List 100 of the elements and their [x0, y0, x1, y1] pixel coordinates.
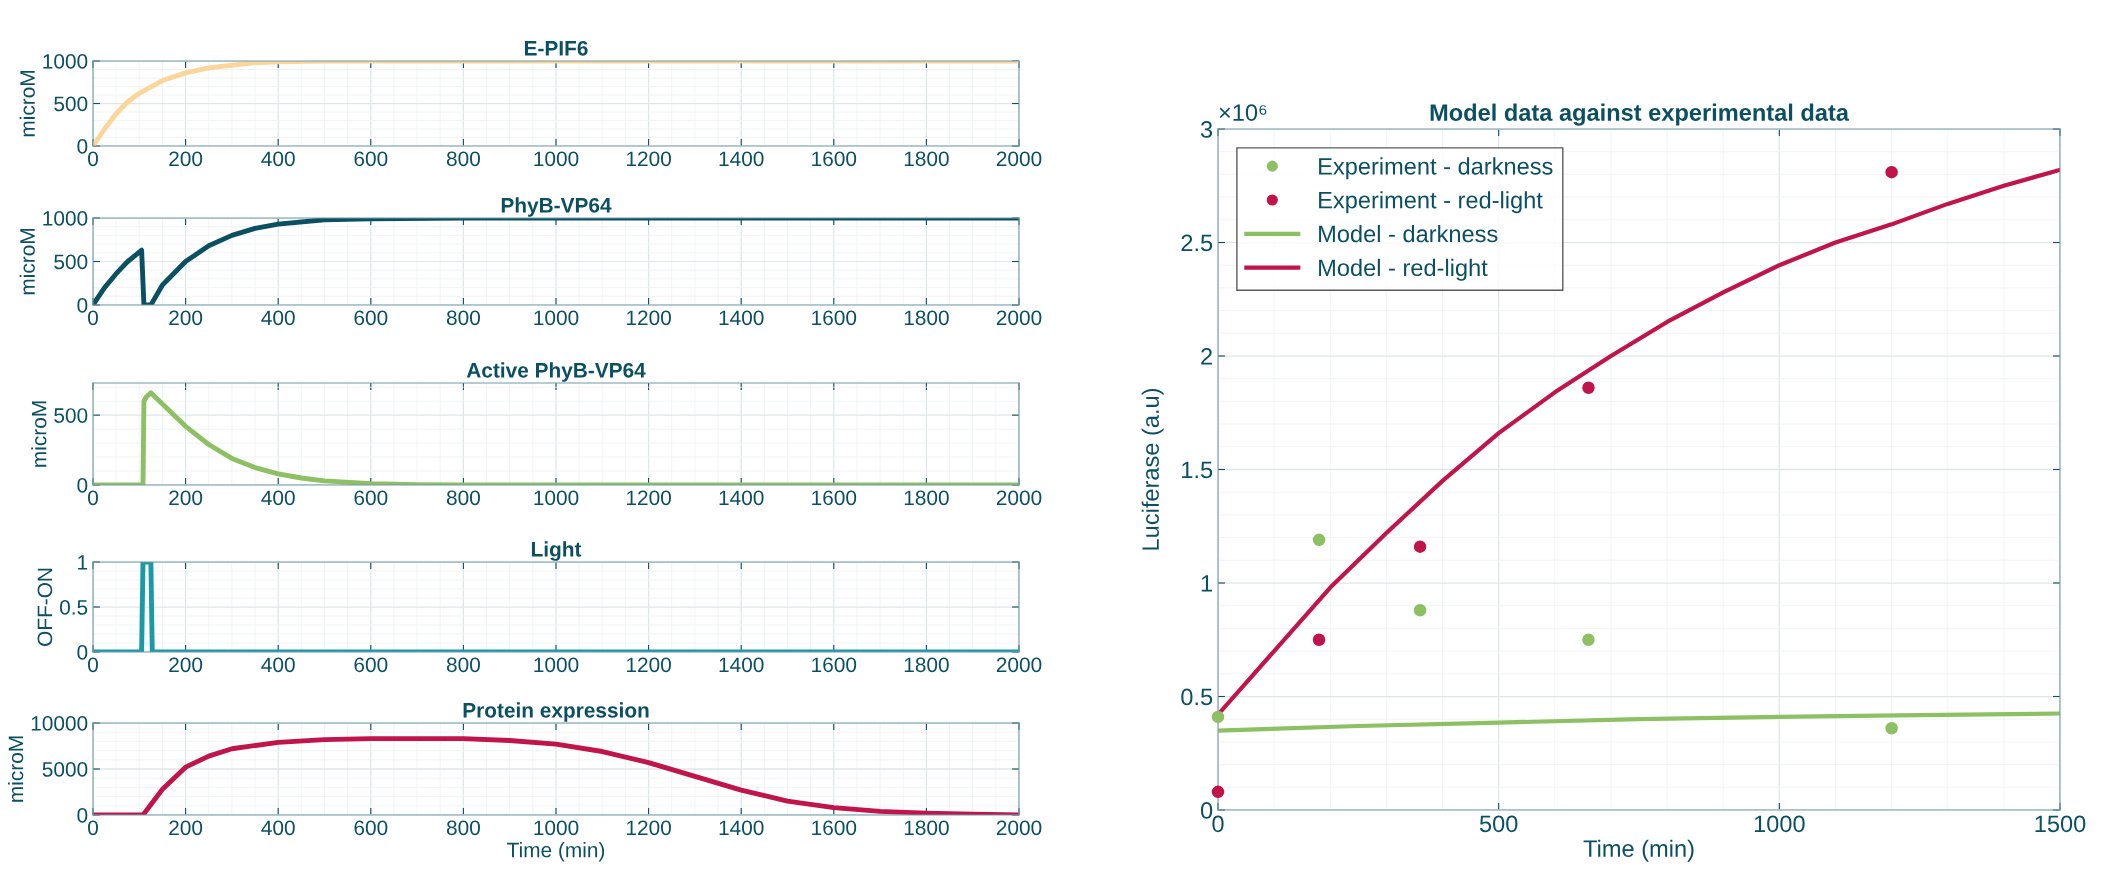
x-tick-label: 2000 — [996, 490, 1042, 506]
x-tick-label: 1500 — [2035, 815, 2086, 833]
x-tick-label: 800 — [446, 151, 480, 167]
y-tick-label: 0 — [77, 139, 88, 154]
chart-title: Model data against experimental data — [1430, 103, 1850, 126]
y-tick-label: 0 — [77, 298, 88, 313]
x-tick-label: 600 — [354, 657, 388, 673]
x-tick-label: 1600 — [812, 151, 857, 167]
point — [1582, 633, 1595, 647]
x-tick-label: 1800 — [904, 310, 949, 326]
legend-label: Experiment - red-light — [1319, 191, 1543, 214]
y-tick-label: 10000 — [31, 716, 88, 731]
x-tick-label: 200 — [169, 657, 203, 673]
chart-title: PhyB-VP64 — [501, 197, 612, 217]
x-tick-label: 1200 — [627, 151, 671, 167]
y-tick-label: 1000 — [43, 211, 88, 226]
legend-label: Experiment - darkness — [1319, 157, 1553, 180]
x-tick-label: 1200 — [627, 657, 671, 673]
x-tick-label: 1600 — [812, 820, 857, 836]
x-tick-label: 400 — [261, 310, 295, 326]
x-tick-label: 1800 — [904, 490, 949, 506]
y-tick-label: 0.5 — [59, 600, 88, 615]
x-tick-label: 0 — [88, 490, 98, 506]
x-tick-label: 1800 — [904, 657, 949, 673]
y-axis-title: OFF-ON — [37, 568, 53, 646]
y-axis-title: Luciferase (a.u) — [1141, 388, 1164, 550]
x-tick-label: 1400 — [719, 151, 764, 167]
x-tick-label: 200 — [169, 310, 203, 326]
y-axis-title: microM — [19, 229, 35, 295]
x-tick-label: 1800 — [904, 151, 949, 167]
x-tick-label: 1000 — [534, 310, 579, 326]
y-axis-title: microM — [31, 401, 47, 467]
x-tick-label: 400 — [261, 151, 295, 167]
legend-label: Model - red-light — [1319, 258, 1488, 281]
x-tick-label: 400 — [261, 490, 295, 506]
y-tick-label: 500 — [54, 408, 88, 423]
x-tick-label: 2000 — [996, 820, 1042, 836]
x-tick-label: 0 — [1212, 815, 1224, 833]
x-tick-label: 1600 — [812, 310, 857, 326]
y-tick-label: 1000 — [43, 54, 88, 69]
x-tick-label: 1200 — [627, 490, 671, 506]
x-axis-title: Time (min) — [507, 842, 605, 862]
x-tick-label: 1600 — [812, 657, 857, 673]
chart-title: E-PIF6 — [524, 40, 588, 56]
line-series — [93, 218, 1019, 305]
x-tick-label: 800 — [446, 820, 480, 836]
chart-title: Light — [531, 541, 582, 561]
x-tick-label: 400 — [261, 657, 295, 673]
x-axis-title: Time (min) — [1583, 839, 1694, 862]
x-tick-label: 1800 — [904, 820, 949, 836]
x-tick-label: 600 — [354, 820, 388, 836]
y-tick-label: 2 — [1201, 348, 1212, 365]
point — [1413, 603, 1427, 617]
point — [1413, 540, 1427, 553]
line-series — [93, 61, 1019, 146]
x-tick-label: 800 — [446, 657, 480, 673]
x-tick-label: 1400 — [719, 490, 764, 506]
point — [1582, 381, 1595, 395]
x-tick-label: 1400 — [719, 820, 764, 836]
x-tick-label: 1000 — [534, 820, 579, 836]
y-tick-label: 0 — [1200, 802, 1213, 819]
x-tick-label: 1400 — [719, 657, 764, 673]
point — [1211, 710, 1225, 724]
x-tick-label: 0 — [88, 310, 98, 326]
x-tick-label: 1000 — [534, 490, 579, 506]
y-tick-label: 500 — [54, 96, 88, 112]
point — [1885, 722, 1898, 735]
x-tick-label: 600 — [354, 151, 388, 167]
x-tick-label: 1000 — [534, 151, 579, 167]
x-tick-label: 200 — [169, 820, 203, 836]
point — [1211, 785, 1225, 799]
x-tick-label: 800 — [446, 490, 480, 506]
y-tick-label: 0 — [77, 645, 88, 660]
x-tick-label: 600 — [354, 310, 388, 326]
x-tick-label: 200 — [169, 151, 203, 167]
y-tick-label: 0.5 — [1181, 688, 1213, 706]
point — [1312, 533, 1326, 547]
x-tick-label: 500 — [1479, 815, 1518, 833]
x-tick-label: 2000 — [996, 151, 1042, 167]
point — [1312, 633, 1326, 647]
x-tick-label: 1000 — [1754, 815, 1805, 833]
x-tick-label: 1200 — [627, 820, 671, 836]
y-tick-label: 1 — [78, 555, 88, 570]
y-tick-label: 0 — [77, 478, 88, 493]
y-tick-label: 1 — [1201, 575, 1212, 592]
x-tick-label: 1000 — [534, 657, 579, 673]
y-tick-label: 2.5 — [1181, 234, 1213, 252]
x-tick-label: 0 — [88, 151, 98, 167]
legend-label: Model - darkness — [1319, 224, 1498, 243]
y-tick-label: 1.5 — [1182, 461, 1213, 479]
line-series — [1218, 711, 2060, 733]
y-tick-label: 500 — [54, 254, 88, 270]
y-axis-title: microM — [8, 736, 24, 802]
y-tick-label: 3 — [1200, 121, 1213, 138]
chart-title: Active PhyB-VP64 — [466, 362, 646, 382]
x-tick-label: 2000 — [996, 657, 1042, 673]
x-tick-label: 600 — [354, 490, 388, 506]
x-tick-label: 0 — [88, 657, 98, 673]
x-tick-label: 1400 — [719, 310, 764, 326]
x-tick-label: 1200 — [627, 310, 671, 326]
